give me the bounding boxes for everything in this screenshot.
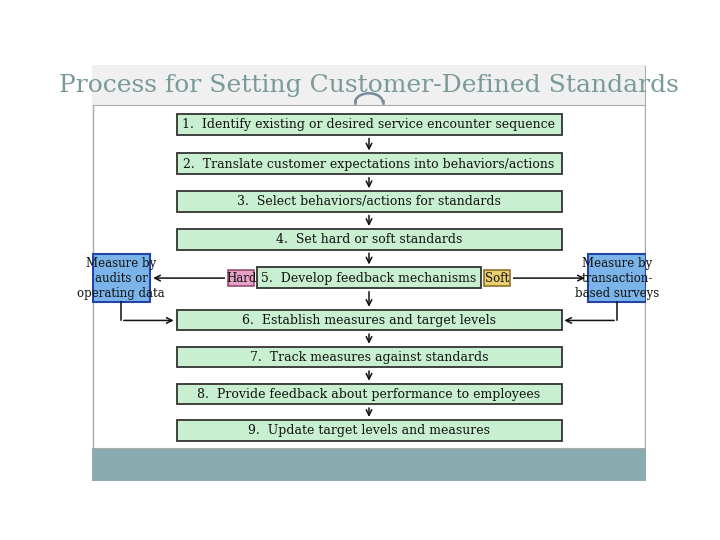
Text: 1.  Identify existing or desired service encounter sequence: 1. Identify existing or desired service … (182, 118, 556, 131)
Bar (176, 309, 562, 330)
Bar (228, 271, 254, 286)
Bar (94, 66, 644, 105)
Bar (176, 114, 562, 135)
Bar (257, 267, 481, 288)
Bar (176, 191, 562, 212)
Text: Soft: Soft (485, 272, 509, 285)
Bar (588, 254, 647, 302)
Text: Measure by
audits or
operating data: Measure by audits or operating data (77, 256, 165, 300)
Text: 8.  Provide feedback about performance to employees: 8. Provide feedback about performance to… (197, 388, 541, 401)
Text: 9.  Update target levels and measures: 9. Update target levels and measures (248, 424, 490, 437)
Text: 3.  Select behaviors/actions for standards: 3. Select behaviors/actions for standard… (237, 195, 501, 208)
Bar (176, 153, 562, 174)
Text: 5.  Develop feedback mechanisms: 5. Develop feedback mechanisms (261, 272, 477, 285)
Bar (93, 254, 150, 302)
Bar (176, 229, 562, 249)
Text: 6.  Establish measures and target levels: 6. Establish measures and target levels (242, 314, 496, 327)
Text: Measure by
transaction-
based surveys: Measure by transaction- based surveys (575, 256, 659, 300)
Text: 7.  Track measures against standards: 7. Track measures against standards (250, 351, 488, 364)
Bar (176, 420, 562, 441)
Bar (92, 448, 647, 481)
Text: 2.  Translate customer expectations into behaviors/actions: 2. Translate customer expectations into … (184, 158, 554, 171)
Bar (176, 383, 562, 404)
Bar (176, 347, 562, 367)
Text: Hard: Hard (226, 272, 256, 285)
Text: Process for Setting Customer-Defined Standards: Process for Setting Customer-Defined Sta… (59, 74, 679, 97)
Bar (484, 271, 510, 286)
Text: 4.  Set hard or soft standards: 4. Set hard or soft standards (276, 233, 462, 246)
